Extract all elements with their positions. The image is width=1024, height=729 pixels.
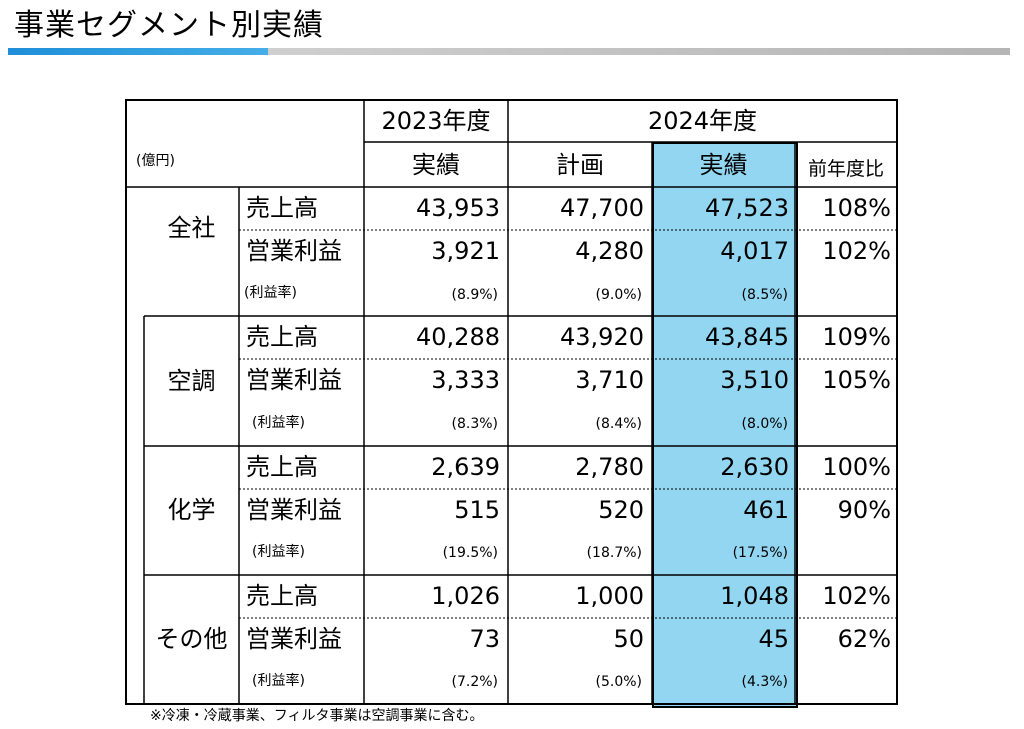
ac-profit-plan-2024: 3,710 — [575, 366, 644, 394]
chem-profit-2023: 515 — [454, 496, 500, 524]
company-margin-plan-2024: (9.0%) — [595, 287, 643, 303]
page-title: 事業セグメント別実績 — [14, 8, 324, 43]
other-margin-2023: (7.2%) — [451, 674, 499, 690]
company-sales-yoy: 108% — [822, 194, 891, 222]
header-year-2024: 2024年度 — [647, 107, 758, 135]
ac-sales-plan-2024: 43,920 — [560, 323, 644, 351]
other-profit-2024: 45 — [758, 625, 789, 653]
header-yoy: 前年度比 — [807, 158, 884, 180]
title-underline — [8, 48, 1010, 55]
footnote: ※冷凍・冷蔵事業、フィルタ事業は空調事業に含む。 — [150, 708, 484, 724]
company-profit-plan-2024: 4,280 — [575, 237, 644, 265]
row-label-sales: 売上高 — [246, 194, 318, 222]
chem-profit-2024: 461 — [743, 496, 789, 524]
other-sales-2024: 1,048 — [720, 582, 789, 610]
company-profit-2024: 4,017 — [720, 237, 789, 265]
ac-profit-2023: 3,333 — [431, 366, 500, 394]
chem-margin-plan-2024: (18.7%) — [586, 545, 642, 561]
other-margin-2024: (4.3%) — [741, 674, 789, 690]
segment-name-others: その他 — [155, 625, 228, 653]
ac-sales-2024: 43,845 — [705, 323, 789, 351]
chem-margin-2023: (19.5%) — [442, 545, 498, 561]
row-label-sales: 売上高 — [246, 453, 318, 481]
highlight-2024-actual-column — [652, 142, 798, 708]
other-profit-plan-2024: 50 — [613, 625, 644, 653]
row-label-margin: (利益率) — [244, 285, 297, 301]
ac-margin-plan-2024: (8.4%) — [595, 416, 643, 432]
row-label-margin: (利益率) — [252, 673, 305, 689]
chem-sales-2024: 2,630 — [720, 453, 789, 481]
ac-sales-2023: 40,288 — [416, 323, 500, 351]
company-sales-2024: 47,523 — [705, 194, 789, 222]
other-margin-plan-2024: (5.0%) — [595, 674, 643, 690]
unit-label: (億円) — [136, 153, 175, 169]
row-label-profit: 営業利益 — [246, 237, 342, 265]
row-label-profit: 営業利益 — [246, 496, 342, 524]
chem-margin-2024: (17.5%) — [732, 545, 788, 561]
company-margin-2024: (8.5%) — [741, 287, 789, 303]
ac-margin-2024: (8.0%) — [741, 416, 789, 432]
company-sales-2023: 43,953 — [416, 194, 500, 222]
row-label-margin: (利益率) — [252, 415, 305, 431]
ac-margin-2023: (8.3%) — [451, 416, 499, 432]
company-profit-2023: 3,921 — [431, 237, 500, 265]
chem-profit-yoy: 90% — [837, 496, 891, 524]
header-actual-2023: 実績 — [412, 151, 460, 179]
segment-name-company: 全社 — [167, 214, 216, 242]
other-profit-yoy: 62% — [837, 625, 891, 653]
chem-sales-yoy: 100% — [822, 453, 891, 481]
other-sales-yoy: 102% — [822, 582, 891, 610]
row-label-profit: 営業利益 — [246, 625, 342, 653]
title-underline-rest — [268, 48, 1010, 55]
company-profit-yoy: 102% — [822, 237, 891, 265]
row-label-sales: 売上高 — [246, 323, 318, 351]
company-sales-plan-2024: 47,700 — [560, 194, 644, 222]
row-label-margin: (利益率) — [252, 544, 305, 560]
ac-profit-yoy: 105% — [822, 366, 891, 394]
header-actual-2024: 実績 — [699, 151, 748, 179]
company-margin-2023: (8.9%) — [451, 287, 499, 303]
ac-sales-yoy: 109% — [822, 323, 891, 351]
other-sales-2023: 1,026 — [431, 582, 500, 610]
other-sales-plan-2024: 1,000 — [575, 582, 644, 610]
chem-profit-plan-2024: 520 — [598, 496, 644, 524]
title-underline-accent — [8, 48, 268, 55]
header-year-2023: 2023年度 — [381, 107, 491, 135]
header-plan-2024: 計画 — [556, 151, 604, 179]
segment-name-air-conditioning: 空調 — [167, 367, 216, 395]
segment-name-chemicals: 化学 — [167, 496, 216, 524]
chem-sales-plan-2024: 2,780 — [575, 453, 644, 481]
other-profit-2023: 73 — [469, 625, 500, 653]
row-label-sales: 売上高 — [246, 582, 318, 610]
row-label-profit: 営業利益 — [246, 366, 342, 394]
ac-profit-2024: 3,510 — [720, 366, 789, 394]
chem-sales-2023: 2,639 — [431, 453, 500, 481]
